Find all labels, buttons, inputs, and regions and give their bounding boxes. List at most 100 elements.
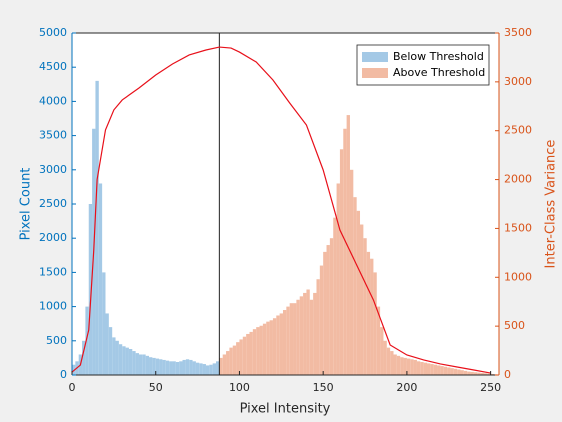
histogram-bar (125, 347, 129, 375)
histogram-bar (242, 336, 247, 375)
y-tick-label: 1500 (39, 265, 67, 278)
histogram-bar (376, 306, 381, 375)
histogram-bar (88, 204, 93, 375)
histogram-bar (463, 370, 468, 375)
histogram-bar (380, 327, 384, 375)
histogram-bar (360, 224, 364, 375)
histogram-bar (443, 366, 448, 375)
histogram-bar (209, 364, 213, 375)
histogram-bar (323, 251, 327, 375)
histogram-bar (289, 303, 294, 375)
histogram-bar (440, 366, 444, 375)
x-tick-label: 50 (149, 381, 163, 394)
histogram-bar (262, 323, 267, 375)
histogram-bar (205, 365, 210, 375)
x-tick-label: 100 (229, 381, 250, 394)
variance-line (71, 46, 491, 374)
legend-label: Below Threshold (393, 50, 484, 63)
histogram-bar (149, 357, 153, 375)
histogram-bar (483, 373, 488, 375)
histogram-bar (373, 272, 377, 375)
histogram-bar (142, 354, 146, 375)
histogram-bar (406, 358, 411, 375)
y-tick-label: 3000 (39, 163, 67, 176)
histogram-bar (182, 359, 186, 375)
histogram-bar (216, 361, 220, 375)
legend-swatch (362, 68, 388, 78)
legend-box (356, 44, 490, 86)
y2-tick-label: 3000 (504, 75, 532, 88)
histogram-bar (202, 364, 206, 375)
histogram-bar (339, 149, 344, 375)
y2-tick-label: 3500 (504, 26, 532, 39)
histogram-bar (329, 238, 334, 375)
histogram-bar (95, 80, 99, 375)
legend-swatch (362, 52, 388, 62)
y-tick-label: 4000 (39, 94, 67, 107)
histogram-bar (249, 331, 253, 375)
histogram-bar (128, 349, 133, 375)
histogram-bar (112, 337, 116, 375)
histogram-bar (259, 325, 263, 375)
histogram-bar (232, 345, 237, 375)
y-tick-label: 4500 (39, 60, 67, 73)
histogram-bar (122, 346, 126, 375)
histogram-bar (172, 361, 176, 375)
histogram-bar (400, 357, 404, 375)
histogram-bar (457, 369, 461, 375)
histogram-bar (403, 357, 407, 375)
histogram-bar (426, 363, 431, 375)
histogram-bar (185, 359, 190, 375)
histogram-bar (72, 364, 76, 375)
histogram-bar (336, 183, 340, 375)
histogram-bar (393, 354, 397, 375)
histogram-bar (349, 169, 354, 375)
histogram-bar (132, 351, 136, 375)
histogram-bar (410, 359, 414, 375)
histogram-bar (162, 359, 166, 375)
histogram-bar (246, 333, 250, 375)
histogram-bar (252, 329, 257, 375)
histogram-bar (82, 340, 86, 375)
histogram-bar (226, 351, 230, 375)
y2-tick-label: 500 (504, 319, 525, 332)
y2-tick-label: 1000 (504, 270, 532, 283)
histogram-bar (296, 299, 300, 375)
histogram-bar (343, 128, 347, 375)
histogram-bar (222, 354, 227, 375)
histogram-bar (447, 367, 451, 375)
histogram-bar (413, 359, 417, 375)
histogram-bar (326, 245, 330, 375)
x-tick-label: 150 (313, 381, 334, 394)
histogram-bar (115, 340, 119, 375)
histogram-bar (279, 313, 283, 375)
histogram-bar (169, 361, 173, 375)
histogram-bar (450, 368, 454, 375)
histogram-bar (477, 372, 481, 375)
histogram-bar (108, 327, 113, 375)
y2-tick-label: 1500 (504, 221, 532, 234)
histogram-bar (286, 306, 290, 375)
x-axis-label: Pixel Intensity (240, 402, 331, 417)
histogram-bar (423, 362, 427, 375)
histogram-bar (189, 359, 193, 375)
y2-tick-label: 2500 (504, 124, 532, 137)
histogram-bar (152, 357, 156, 375)
y-tick-label: 1000 (39, 300, 67, 313)
histogram-bar (319, 265, 324, 375)
histogram-bar (195, 362, 200, 375)
y2-axis-label: Inter-Class Variance (544, 140, 559, 269)
histogram-bar (386, 347, 391, 375)
histogram-bar (306, 289, 310, 375)
histogram-bar (192, 361, 196, 375)
histogram-bar (179, 361, 183, 375)
x-tick-label: 250 (480, 381, 501, 394)
histogram-bar (256, 327, 260, 375)
histogram-bar (430, 364, 434, 375)
histogram-bar (396, 355, 401, 375)
histogram-bar (175, 362, 180, 375)
histogram-bar (303, 292, 307, 375)
y2-tick-label: 2000 (504, 173, 532, 186)
histogram-bar (346, 115, 350, 375)
